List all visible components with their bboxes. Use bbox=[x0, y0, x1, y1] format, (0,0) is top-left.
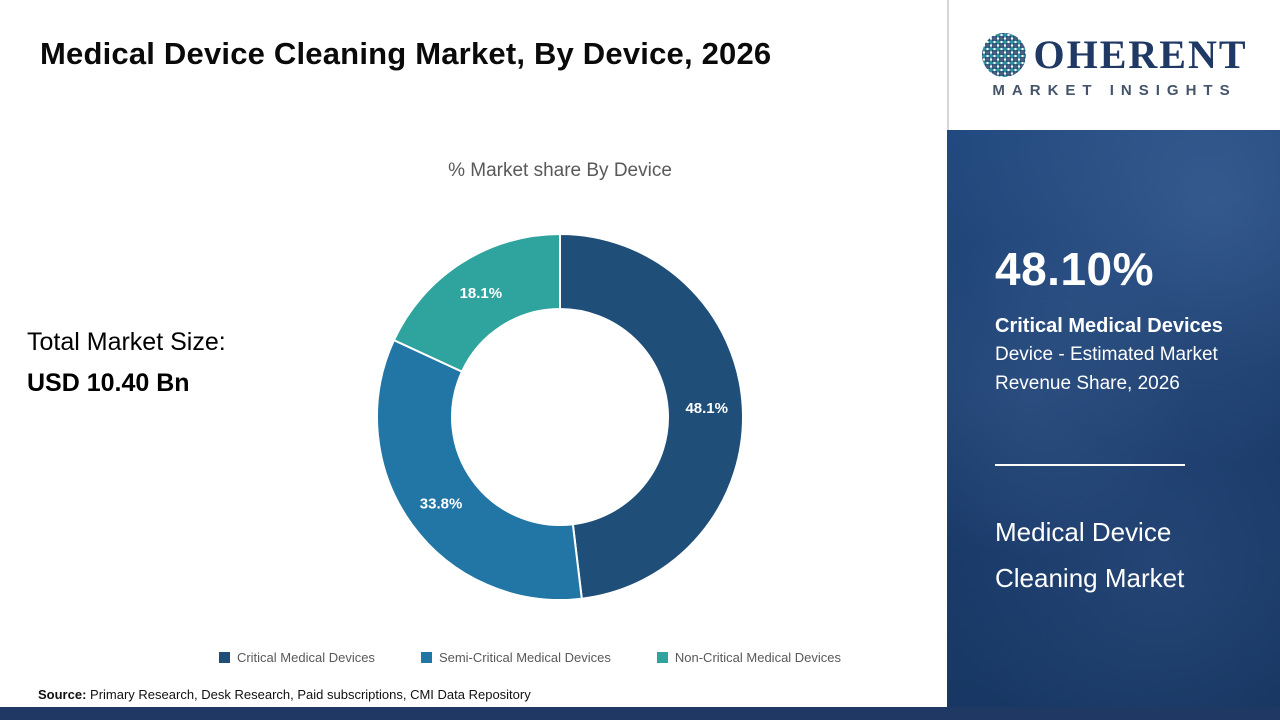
highlight-stat-line2: Device - Estimated Market bbox=[995, 344, 1218, 365]
total-market-size-block: Total Market Size: USD 10.40 Bn bbox=[27, 328, 226, 398]
total-market-size-label: Total Market Size: bbox=[27, 328, 226, 356]
legend-label: Semi-Critical Medical Devices bbox=[438, 650, 611, 665]
coherent-globe-icon bbox=[982, 32, 1027, 77]
chart-legend: Critical Medical Devices Semi-Critical M… bbox=[120, 650, 940, 665]
legend-swatch-critical bbox=[218, 652, 230, 663]
brand-logo-area: OHERENT MARKET INSIGHTS bbox=[947, 0, 1280, 130]
highlight-panel: 48.10% Critical Medical Devices Device -… bbox=[947, 130, 1280, 720]
legend-swatch-non-critical bbox=[656, 652, 668, 663]
donut-slice-2 bbox=[392, 232, 561, 373]
panel-divider bbox=[995, 464, 1185, 466]
bottom-accent-bar bbox=[0, 707, 1280, 720]
legend-item-critical: Critical Medical Devices bbox=[218, 650, 375, 665]
market-name-line2: Cleaning Market bbox=[995, 562, 1185, 593]
main-area: Medical Device Cleaning Market, By Devic… bbox=[27, 36, 940, 702]
slice-label-2: 18.1% bbox=[460, 285, 503, 302]
slice-label-0: 48.1% bbox=[685, 400, 728, 417]
legend-swatch-semi-critical bbox=[420, 652, 432, 663]
highlight-stat-title: Critical Medical Devices bbox=[995, 315, 1223, 337]
highlight-stat-value: 48.10% bbox=[995, 243, 1155, 295]
legend-label: Critical Medical Devices bbox=[236, 650, 375, 665]
slice-label-1: 33.8% bbox=[420, 495, 463, 512]
source-line: Source: Primary Research, Desk Research,… bbox=[38, 687, 531, 702]
chart-title: % Market share By Device bbox=[448, 160, 672, 181]
market-name-line1: Medical Device bbox=[995, 517, 1172, 547]
donut-slice-0 bbox=[559, 232, 745, 600]
market-name: Medical Device Cleaning Market bbox=[995, 510, 1250, 601]
donut-slice-1 bbox=[376, 338, 583, 601]
donut-chart-svg: 48.1% 33.8% 18.1% bbox=[376, 232, 745, 601]
legend-item-semi-critical: Semi-Critical Medical Devices bbox=[420, 650, 611, 665]
logo-tagline: MARKET INSIGHTS bbox=[992, 82, 1237, 99]
donut-chart: 48.1% 33.8% 18.1% bbox=[370, 227, 750, 607]
legend-item-non-critical: Non-Critical Medical Devices bbox=[656, 650, 842, 665]
source-text: Primary Research, Desk Research, Paid su… bbox=[86, 687, 531, 702]
legend-label: Non-Critical Medical Devices bbox=[674, 650, 842, 665]
logo-wordmark: OHERENT bbox=[1033, 32, 1248, 77]
highlight-stat-line3: Revenue Share, 2026 bbox=[995, 372, 1180, 394]
page-title: Medical Device Cleaning Market, By Devic… bbox=[40, 36, 772, 71]
total-market-size-value: USD 10.40 Bn bbox=[27, 369, 190, 397]
right-panel: OHERENT MARKET INSIGHTS 48.10% Critical … bbox=[947, 0, 1280, 720]
source-label: Source: bbox=[38, 687, 87, 702]
cmi-logo: OHERENT bbox=[981, 31, 1247, 78]
